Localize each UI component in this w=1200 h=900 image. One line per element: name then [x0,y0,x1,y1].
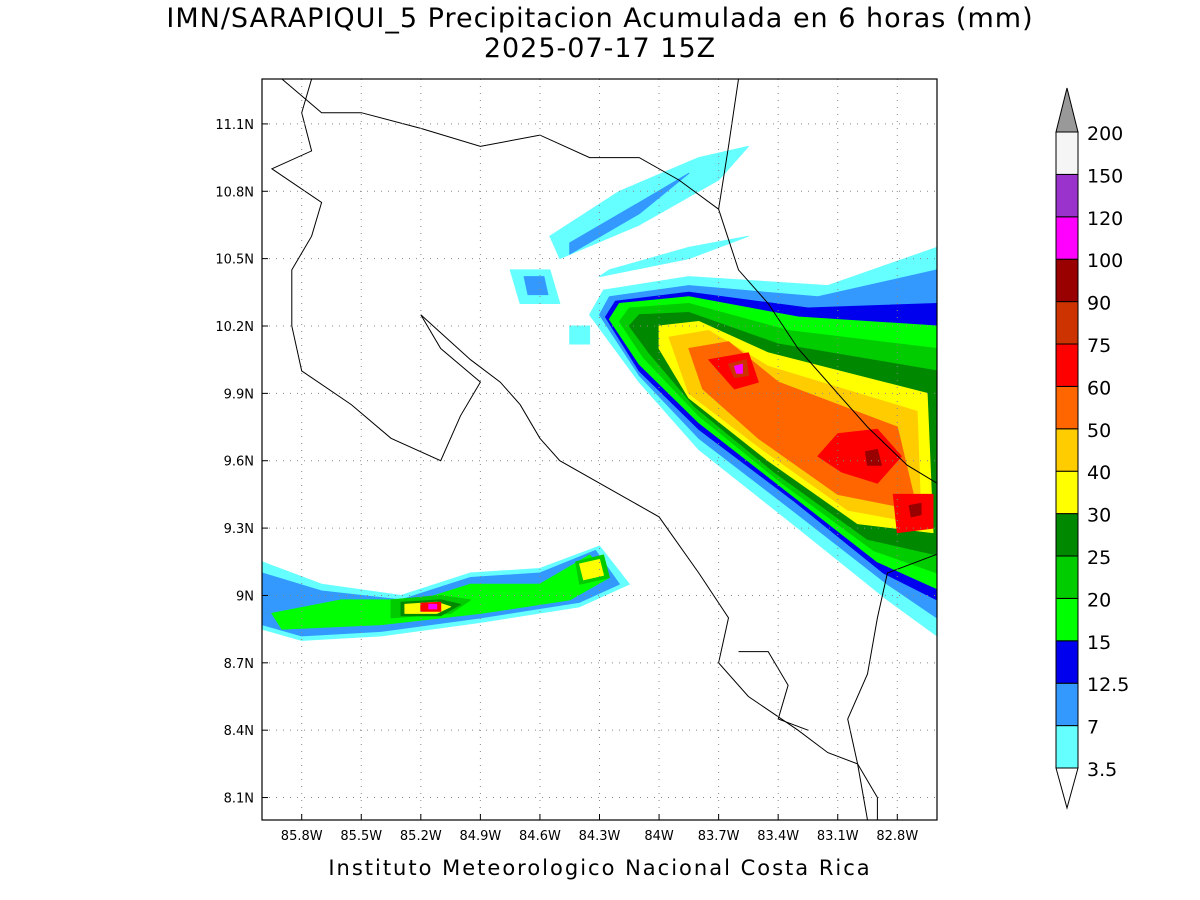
legend-swatch [1055,258,1079,303]
lat-tick-label: 9.3N [224,522,254,537]
legend-swatch [1055,555,1079,599]
rain-area [428,603,438,610]
legend-swatch [1055,597,1079,642]
legend-label: 15 [1087,632,1111,654]
credit-text: Instituto Meteorologico Nacional Costa R… [328,856,872,880]
legend-label: 150 [1087,165,1123,187]
legend-label: 75 [1087,335,1111,357]
lat-tick-label: 10.5N [215,253,254,268]
legend-label: 50 [1087,420,1111,442]
rain-area [734,363,743,374]
rain-area [569,325,591,345]
lat-tick-label: 9.9N [224,387,254,402]
coastline-segment [847,553,937,820]
legend-swatch [1055,131,1079,175]
legend-swatch [1055,301,1079,345]
lon-tick-label: 83.4W [757,829,799,844]
legend-label: 40 [1087,462,1111,484]
map-title: IMN/SARAPIQUI_5 Precipitacion Acumulada … [166,3,1034,34]
lat-tick-label: 10.8N [215,185,254,200]
legend-swatch [1055,513,1079,557]
rain-area [908,502,922,518]
lat-tick-label: 8.7N [224,657,254,672]
graticule [262,79,937,820]
lon-tick-label: 83.7W [698,829,740,844]
rain-area [817,428,902,484]
legend-swatch [1055,385,1079,430]
coastline-segment [281,79,719,210]
legend-swatch [1055,173,1079,218]
lon-tick-label: 85.5W [340,829,382,844]
longitude-axis: 85.8W 85.5W 85.2W 84.9W 84.6W 84.3W 84W 83.7W 83… [281,814,918,844]
lon-tick-label: 84.6W [519,829,561,844]
latitude-axis: 11.1N 10.8N 10.5N 10.2N 9.9N 9.6N 9.3N 9N 8.7N 8.… [215,118,268,807]
color-legend: 3.5 7 12.5 15 20 25 30 40 50 60 75 90 100 120 150 200 [1055,87,1129,810]
legend-swatch [1055,428,1079,472]
lat-tick-label: 8.4N [224,724,254,739]
rain-area [579,559,604,581]
legend-label: 12.5 [1087,674,1129,696]
lat-tick-label: 11.1N [215,118,254,133]
coastline-segment [718,79,739,210]
legend-swatch [1055,725,1079,769]
lon-tick-label: 84.3W [579,829,621,844]
lat-tick-label: 9N [236,589,254,604]
coastline-segment [420,314,878,820]
legend-label: 20 [1087,589,1111,611]
legend-swatch [1055,470,1079,515]
legend-swatch [1055,216,1079,260]
lon-tick-label: 85.2W [400,829,442,844]
legend-label: 90 [1087,293,1111,315]
legend-arrow-top [1055,87,1079,133]
rain-area [865,449,882,466]
lon-tick-label: 84W [644,829,674,844]
legend-label: 60 [1087,377,1111,399]
lon-tick-label: 83.1W [817,829,859,844]
legend-swatch [1055,343,1079,387]
legend-swatch [1055,640,1079,684]
legend-label: 7 [1087,717,1099,739]
precipitation-fill [262,145,937,641]
legend-label: 100 [1087,250,1123,272]
legend-label: 30 [1087,505,1111,527]
legend-label: 120 [1087,208,1123,230]
coastline [270,79,937,820]
lat-tick-label: 8.1N [224,792,254,807]
rain-area [599,235,749,278]
coastline-segment [718,209,937,484]
lon-tick-label: 82.8W [876,829,918,844]
lat-tick-label: 10.2N [215,320,254,335]
rain-area [523,276,549,296]
legend-swatch [1055,682,1079,727]
lat-tick-label: 9.6N [224,455,254,470]
legend-label: 3.5 [1087,759,1117,781]
legend-label: 200 [1087,123,1123,145]
lon-tick-label: 85.8W [281,829,323,844]
map-subtitle: 2025-07-17 15Z [483,33,717,64]
legend-arrow-bottom [1055,767,1079,810]
legend-label: 25 [1087,547,1111,569]
lon-tick-label: 84.9W [459,829,501,844]
coastline-segment [270,79,482,462]
coastline-segment [738,651,809,731]
